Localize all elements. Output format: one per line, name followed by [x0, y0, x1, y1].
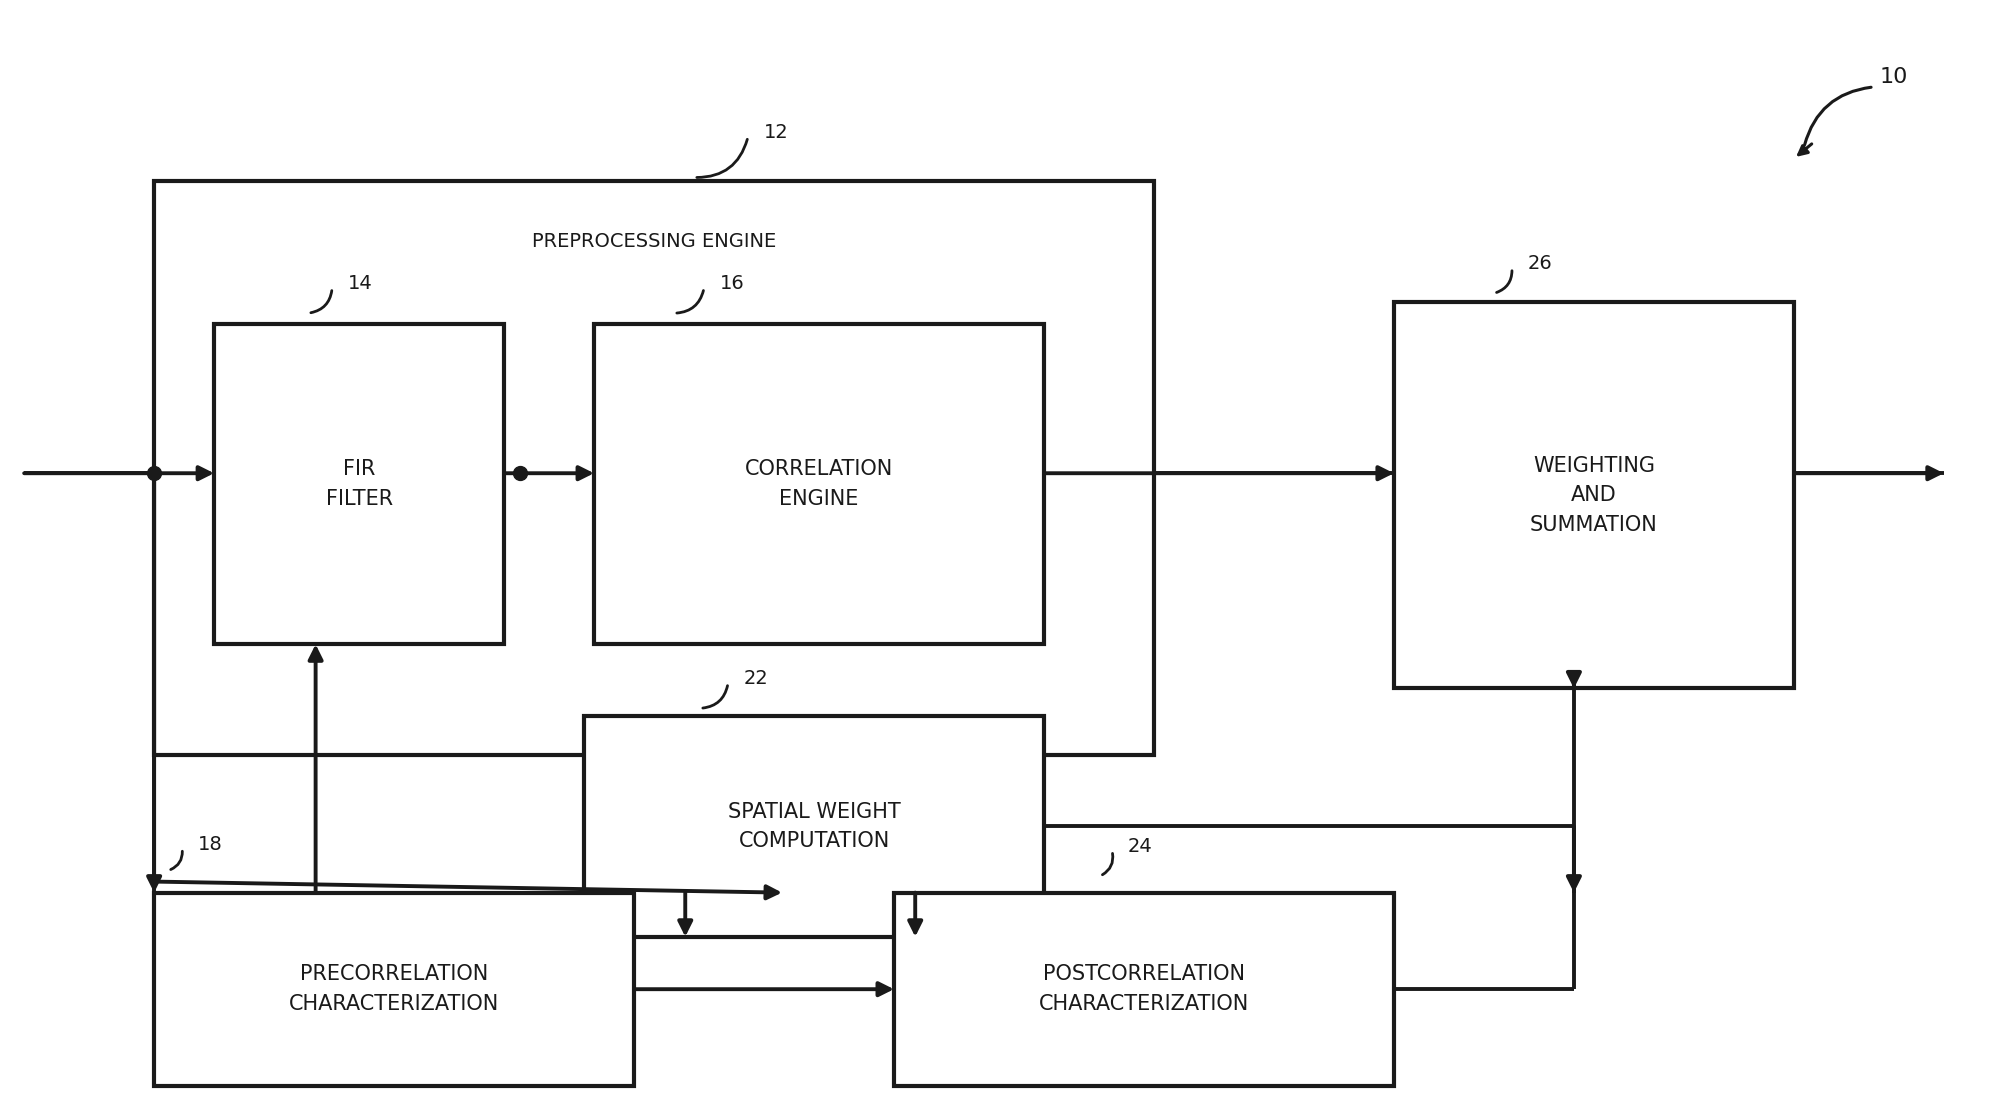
Text: 24: 24	[1128, 837, 1152, 856]
Bar	[155, 893, 634, 1085]
Text: 16: 16	[721, 275, 745, 294]
Text: PREPROCESSING ENGINE: PREPROCESSING ENGINE	[532, 232, 777, 251]
Text: 10: 10	[1879, 67, 1907, 87]
Text: CORRELATION
ENGINE: CORRELATION ENGINE	[745, 459, 893, 509]
Bar	[155, 181, 1154, 755]
Text: 22: 22	[745, 669, 769, 688]
Text: PRECORRELATION
CHARACTERIZATION: PRECORRELATION CHARACTERIZATION	[289, 964, 500, 1014]
Text: 14: 14	[347, 275, 373, 294]
Text: SPATIAL WEIGHT
COMPUTATION: SPATIAL WEIGHT COMPUTATION	[727, 802, 899, 851]
Text: 26: 26	[1527, 255, 1551, 274]
Bar	[893, 893, 1393, 1085]
Bar	[594, 325, 1044, 644]
Bar	[584, 716, 1044, 936]
Text: WEIGHTING
AND
SUMMATION: WEIGHTING AND SUMMATION	[1529, 456, 1658, 535]
Text: POSTCORRELATION
CHARACTERIZATION: POSTCORRELATION CHARACTERIZATION	[1038, 964, 1248, 1014]
Text: 18: 18	[199, 835, 223, 854]
Bar	[215, 325, 504, 644]
Bar	[1393, 302, 1792, 688]
Text: FIR
FILTER: FIR FILTER	[325, 459, 393, 509]
Text: 12: 12	[763, 123, 789, 142]
